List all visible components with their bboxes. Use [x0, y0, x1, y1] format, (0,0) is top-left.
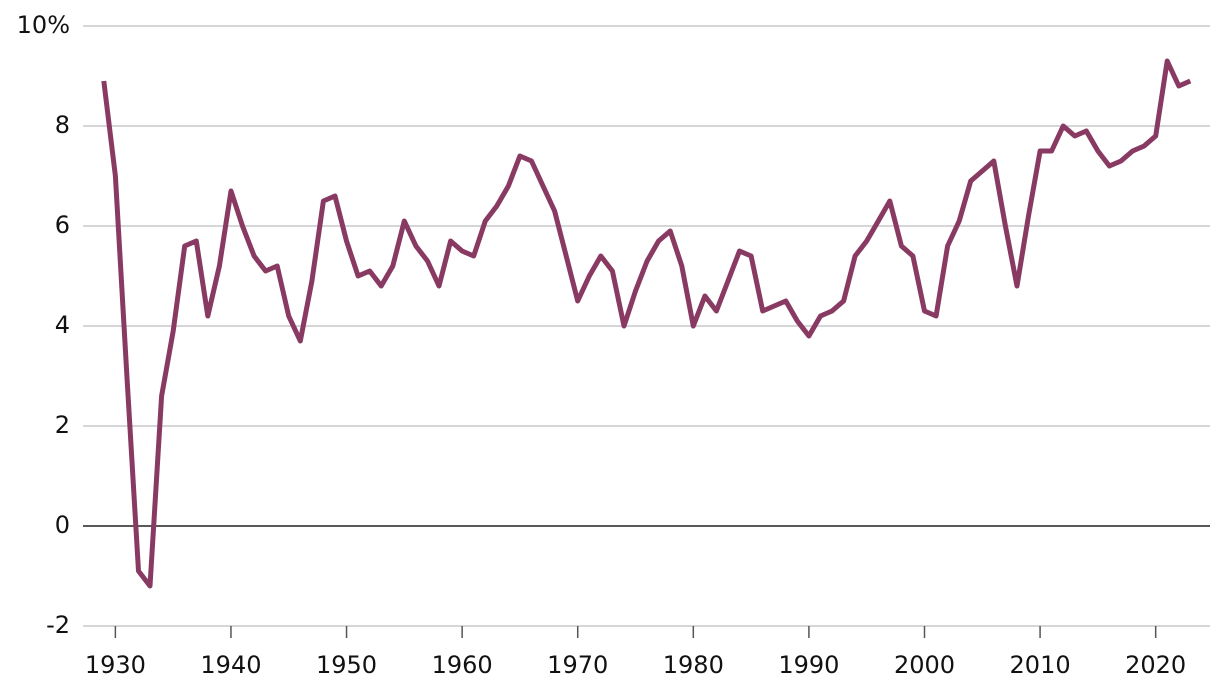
- y-tick-label: -2: [46, 611, 70, 639]
- y-tick-label: 8: [55, 111, 70, 139]
- x-tick-label: 2010: [1010, 651, 1071, 679]
- x-tick-label: 1930: [85, 651, 146, 679]
- y-tick-label: 10%: [17, 11, 70, 39]
- data-line: [101, 58, 1192, 589]
- x-tick-label: 2000: [894, 651, 955, 679]
- y-tick-label: 2: [55, 411, 70, 439]
- x-tick-label: 1970: [547, 651, 608, 679]
- y-tick-label: 6: [55, 211, 70, 239]
- x-tick-label: 2020: [1125, 651, 1186, 679]
- x-tick-label: 1980: [663, 651, 724, 679]
- x-tick-label: 1990: [778, 651, 839, 679]
- y-tick-label: 0: [55, 511, 70, 539]
- x-tick-label: 1960: [432, 651, 493, 679]
- y-tick-label: 4: [55, 311, 70, 339]
- x-tick-label: 1940: [200, 651, 261, 679]
- x-tick-label: 1950: [316, 651, 377, 679]
